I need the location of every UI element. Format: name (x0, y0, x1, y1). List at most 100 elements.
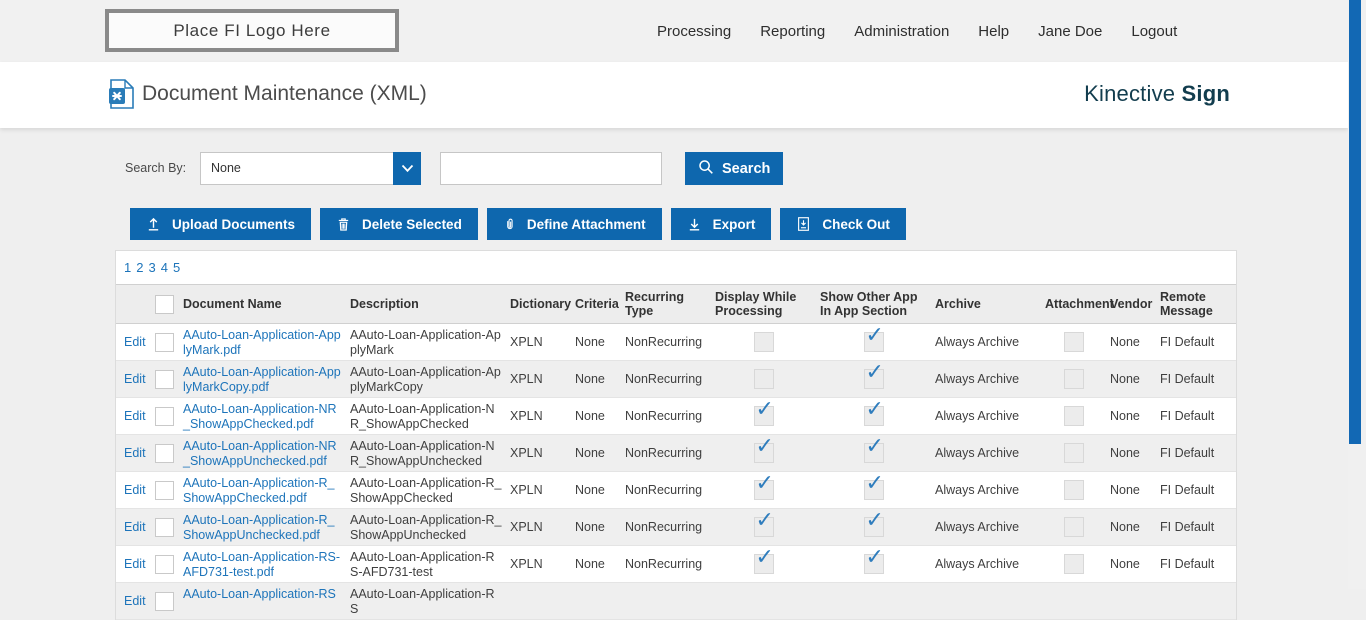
edit-link[interactable]: Edit (124, 520, 146, 534)
document-name-link[interactable]: AAuto-Loan-Application-R_ShowAppChecked.… (183, 476, 335, 505)
row-checkbox[interactable] (155, 554, 174, 574)
show-other-app-cell: ✓ (816, 361, 931, 397)
search-by-dropdown[interactable]: None (200, 152, 421, 185)
display-while-processing-cell: ✓ (711, 546, 816, 582)
page-link-5[interactable]: 5 (172, 260, 181, 275)
edit-link[interactable]: Edit (124, 335, 146, 349)
search-button[interactable]: Search (685, 152, 784, 185)
display-while-processing-checkbox (753, 369, 774, 389)
description-cell: AAuto-Loan-Application-NR_ShowAppUncheck… (350, 439, 495, 468)
nav-item-administration[interactable]: Administration (854, 22, 950, 40)
brand-bold: Sign (1181, 81, 1230, 106)
row-checkbox[interactable] (155, 443, 174, 463)
vertical-scrollbar (1348, 0, 1366, 589)
document-name-link[interactable]: AAuto-Loan-Application-NR_ShowAppChecked… (183, 402, 337, 431)
dictionary-cell: XPLN (510, 409, 543, 423)
recurring-type-cell: NonRecurring (625, 557, 703, 571)
nav-item-processing[interactable]: Processing (657, 22, 732, 40)
search-input[interactable] (440, 152, 662, 185)
checkmark-icon: ✓ (865, 359, 884, 384)
define-attachment-button[interactable]: Define Attachment (486, 208, 662, 240)
nav-item-logout[interactable]: Logout (1131, 22, 1178, 40)
criteria-cell: None (575, 557, 605, 571)
display-while-processing-cell: ✓ (711, 398, 816, 434)
document-name-link[interactable]: AAuto-Loan-Application-R_ShowAppUnchecke… (183, 513, 335, 542)
document-name-link[interactable]: AAuto-Loan-Application-ApplyMark.pdf (183, 328, 341, 357)
archive-cell: Always Archive (935, 372, 1020, 386)
attachment-cell (1041, 472, 1106, 508)
select-all-checkbox[interactable] (155, 294, 174, 314)
description-cell: AAuto-Loan-Application-R_ShowAppUnchecke… (350, 513, 502, 542)
vendor-cell: None (1110, 446, 1140, 460)
delete-selected-button[interactable]: Delete Selected (320, 208, 478, 240)
edit-cell: Edit (116, 509, 151, 545)
table-body: Edit AAuto-Loan-Application-ApplyMark.pd… (116, 324, 1236, 620)
show-other-app-cell: ✓ (816, 398, 931, 434)
scrollbar-thumb[interactable] (1349, 0, 1361, 444)
archive-cell: Always Archive (935, 557, 1020, 571)
edit-link[interactable]: Edit (124, 557, 146, 571)
row-checkbox[interactable] (155, 369, 174, 389)
row-checkbox[interactable] (155, 591, 174, 611)
show-other-app-checkbox: ✓ (863, 398, 884, 426)
col-description: Description (350, 297, 419, 311)
table-row: Edit AAuto-Loan-Application-RS-AFD731-te… (116, 546, 1236, 583)
edit-link[interactable]: Edit (124, 594, 146, 608)
recurring-type-cell: NonRecurring (625, 335, 703, 349)
edit-link[interactable]: Edit (124, 483, 146, 497)
upload-documents-button[interactable]: Upload Documents (130, 208, 312, 240)
edit-cell: Edit (116, 398, 151, 434)
attachment-cell (1041, 324, 1106, 360)
archive-cell: Always Archive (935, 483, 1020, 497)
criteria-cell: None (575, 446, 605, 460)
col-show-other-app: Show Other App In App Section (820, 290, 918, 318)
edit-cell: Edit (116, 546, 151, 582)
select-cell (151, 472, 179, 508)
export-button[interactable]: Export (670, 208, 772, 240)
edit-cell: Edit (116, 583, 151, 619)
show-other-app-cell: ✓ (816, 472, 931, 508)
nav-item-reporting[interactable]: Reporting (760, 22, 826, 40)
criteria-cell: None (575, 520, 605, 534)
col-document-name: Document Name (183, 297, 282, 311)
document-name-link[interactable]: AAuto-Loan-Application-RS (183, 587, 336, 601)
page-link-4[interactable]: 4 (160, 260, 168, 275)
page-link-1[interactable]: 1 (124, 260, 132, 275)
trash-icon (336, 216, 351, 232)
edit-link[interactable]: Edit (124, 446, 146, 460)
table-row: Edit AAuto-Loan-Application-R_ShowAppChe… (116, 472, 1236, 509)
table-header-select (151, 285, 179, 323)
page-link-2[interactable]: 2 (136, 260, 144, 275)
document-name-link[interactable]: AAuto-Loan-Application-RS-AFD731-test.pd… (183, 550, 341, 579)
checkmark-icon: ✓ (755, 470, 774, 495)
delete-selected-button-label: Delete Selected (362, 216, 462, 232)
row-checkbox[interactable] (155, 517, 174, 537)
row-checkbox[interactable] (155, 406, 174, 426)
edit-link[interactable]: Edit (124, 409, 146, 423)
document-name-link[interactable]: AAuto-Loan-Application-NR_ShowAppUncheck… (183, 439, 337, 468)
display-while-processing-checkbox: ✓ (753, 509, 774, 537)
page-link-3[interactable]: 3 (148, 260, 156, 275)
archive-cell (931, 583, 1041, 619)
dictionary-cell: XPLN (510, 483, 543, 497)
remote-message-cell: FI Default (1160, 557, 1215, 571)
check-out-button[interactable]: Check Out (780, 208, 906, 240)
document-name-link[interactable]: AAuto-Loan-Application-ApplyMarkCopy.pdf (183, 365, 341, 394)
edit-cell: Edit (116, 472, 151, 508)
nav-item-jane-doe[interactable]: Jane Doe (1038, 22, 1103, 40)
display-while-processing-cell: ✓ (711, 435, 816, 471)
select-cell (151, 583, 179, 619)
archive-cell: Always Archive (935, 520, 1020, 534)
row-checkbox[interactable] (155, 480, 174, 500)
row-checkbox[interactable] (155, 332, 174, 352)
edit-cell: Edit (116, 324, 151, 360)
export-button-label: Export (712, 216, 756, 232)
attachment-cell (1041, 509, 1106, 545)
col-archive: Archive (935, 297, 981, 311)
attachment-checkbox (1063, 480, 1084, 500)
edit-link[interactable]: Edit (124, 372, 146, 386)
fi-logo-placeholder: Place FI Logo Here (105, 9, 399, 52)
nav-item-help[interactable]: Help (978, 22, 1010, 40)
